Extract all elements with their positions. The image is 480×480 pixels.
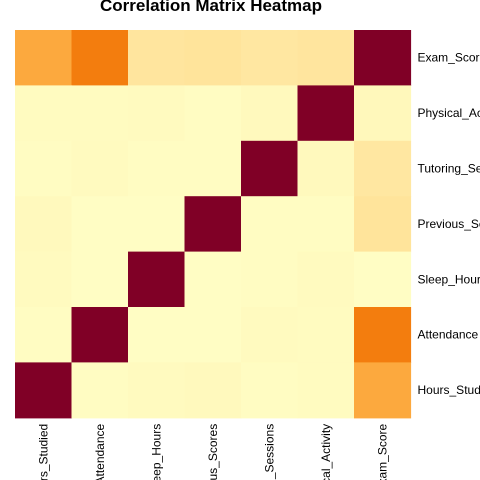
heatmap-cell	[297, 140, 355, 197]
heatmap-cell	[354, 140, 412, 197]
heatmap-cell	[354, 30, 412, 86]
row-label: Previous_Scores	[418, 217, 480, 231]
heatmap-cells	[15, 30, 412, 419]
heatmap-cell	[71, 307, 129, 363]
heatmap-cell	[15, 196, 73, 253]
heatmap-cell	[71, 30, 129, 86]
heatmap-cell	[297, 196, 355, 253]
heatmap-cell	[71, 362, 129, 419]
heatmap-cell	[128, 85, 186, 142]
heatmap-cell	[241, 362, 299, 419]
heatmap-cell	[297, 251, 355, 308]
column-label: Sleep_Hours	[149, 424, 163, 480]
heatmap-cell	[128, 140, 186, 197]
heatmap-cell	[15, 251, 73, 308]
row-label: Physical_Activity	[418, 106, 480, 120]
column-label: Previous_Scores	[206, 424, 220, 480]
heatmap-cell	[15, 307, 73, 363]
heatmap-cell	[297, 30, 355, 86]
heatmap-cell	[128, 196, 186, 253]
heatmap-cell	[241, 196, 299, 253]
row-label: Exam_Score	[418, 51, 480, 65]
row-label: Sleep_Hours	[418, 272, 480, 286]
heatmap-cell	[354, 307, 412, 363]
heatmap-cell	[241, 251, 299, 308]
heatmap-cell	[297, 307, 355, 363]
heatmap-cell	[71, 85, 129, 142]
heatmap-cell	[297, 362, 355, 419]
column-label: Tutoring_Sessions	[262, 424, 276, 480]
row-label: Hours_Studied	[418, 383, 480, 397]
chart-title: Correlation Matrix Heatmap	[100, 0, 322, 15]
heatmap-cell	[184, 251, 242, 308]
column-label: Attendance	[93, 423, 107, 480]
heatmap-cell	[184, 362, 242, 419]
column-label: Hours_Studied	[36, 424, 50, 480]
heatmap-cell	[354, 85, 412, 142]
heatmap-cell	[71, 251, 129, 308]
row-label: Attendance	[418, 328, 479, 342]
heatmap-cell	[184, 196, 242, 253]
heatmap-cell	[128, 362, 186, 419]
heatmap-cell	[128, 30, 186, 86]
heatmap-cell	[184, 30, 242, 86]
heatmap-cell	[297, 85, 355, 142]
heatmap-cell	[184, 85, 242, 142]
heatmap-cell	[71, 140, 129, 197]
heatmap-cell	[128, 307, 186, 363]
column-label: Exam_Score	[375, 423, 389, 480]
heatmap-cell	[354, 251, 412, 308]
heatmap-cell	[354, 196, 412, 253]
heatmap-cell	[15, 362, 73, 419]
column-label: Physical_Activity	[319, 424, 333, 480]
heatmap-cell	[241, 140, 299, 197]
heatmap-cell	[241, 30, 299, 86]
heatmap-cell	[354, 362, 412, 419]
heatmap-cell	[15, 85, 73, 142]
column-labels: Hours_Studied Attendance Sleep_Hours Previo…	[36, 423, 389, 480]
heatmap-cell	[15, 30, 73, 86]
heatmap-cell	[241, 307, 299, 363]
row-label: Tutoring_Sessions	[418, 162, 480, 176]
heatmap-cell	[128, 251, 186, 308]
heatmap-cell	[71, 196, 129, 253]
heatmap-cell	[241, 85, 299, 142]
heatmap-cell	[184, 307, 242, 363]
row-labels: Exam_Score Physical_Activity Tutoring_Sess…	[418, 51, 480, 397]
heatmap-cell	[184, 140, 242, 197]
heatmap-cell	[15, 140, 73, 197]
